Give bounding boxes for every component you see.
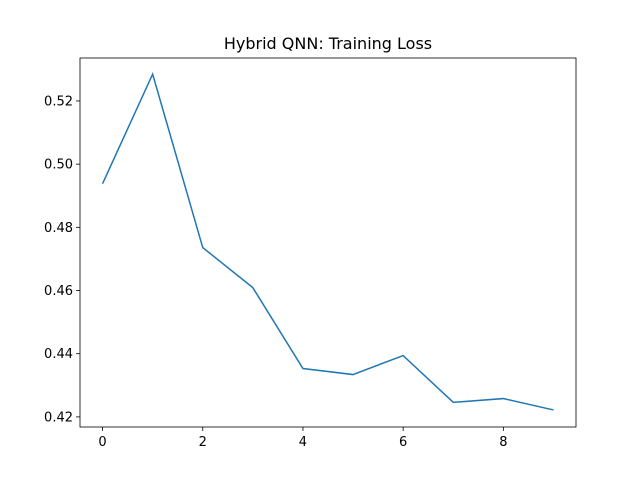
y-tick-label: 0.44 — [44, 347, 73, 362]
x-tick-label: 4 — [299, 435, 307, 450]
x-tick-label: 8 — [499, 435, 507, 450]
y-tick-label: 0.52 — [44, 94, 73, 109]
chart-title: Hybrid QNN: Training Loss — [224, 34, 432, 53]
y-tick-label: 0.50 — [44, 158, 73, 173]
y-tick-label: 0.42 — [44, 410, 73, 425]
x-tick-label: 2 — [199, 435, 207, 450]
y-tick-label: 0.46 — [44, 284, 73, 299]
x-tick-label: 6 — [399, 435, 407, 450]
x-tick-label: 0 — [98, 435, 106, 450]
axes-frame — [79, 57, 577, 428]
data-line — [101, 71, 554, 411]
y-tick-label: 0.48 — [44, 221, 73, 236]
